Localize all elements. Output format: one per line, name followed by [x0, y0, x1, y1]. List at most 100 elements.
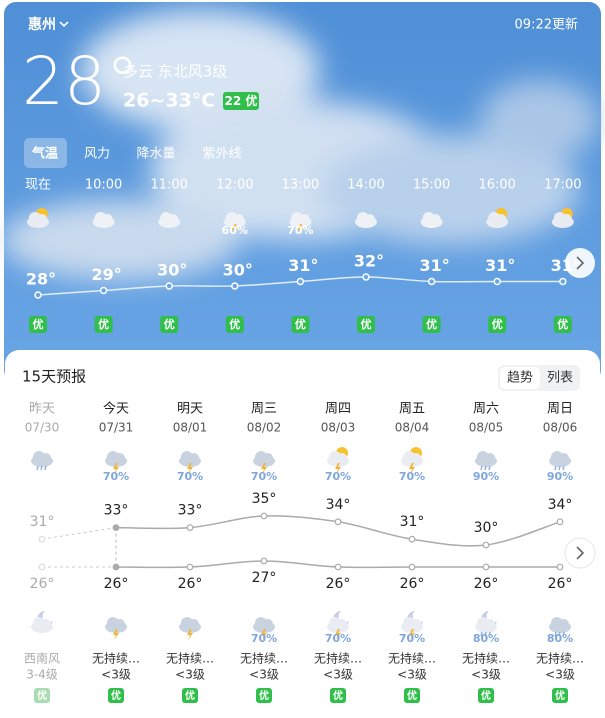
low-point [38, 563, 46, 571]
hour-temp-point [99, 286, 108, 295]
day-name: 周四 [325, 402, 351, 417]
quality-badge [357, 316, 375, 333]
icon-bolt [113, 463, 119, 474]
hour-time: 16:00 [478, 178, 515, 193]
day-date: 08/01 [173, 421, 208, 435]
quality-badge [160, 316, 179, 333]
icon-part [559, 619, 569, 629]
weather-icon [158, 212, 181, 228]
icon-part [37, 214, 47, 224]
wind-level: <3级 [471, 668, 501, 682]
wind-level: <3级 [175, 668, 205, 682]
tab[interactable]: 气温 [32, 146, 58, 162]
quality-badge [478, 688, 494, 703]
high-temp: 33° [178, 503, 203, 519]
day-name: 周六 [473, 402, 499, 417]
icon-bolt [297, 224, 304, 235]
current-temp: 28° [22, 43, 139, 120]
tab[interactable]: 紫外线 [202, 147, 241, 162]
icon-part [41, 453, 51, 463]
icon-part [411, 619, 421, 629]
icon-part [115, 619, 125, 629]
quality-badge [34, 688, 50, 703]
day-date: 07/30 [25, 421, 60, 435]
hour-temp: 31° [288, 256, 318, 275]
low-temp: 26° [30, 576, 55, 592]
quality-badge [29, 316, 47, 333]
wind: 无持续… [462, 651, 510, 666]
low-temp: 27° [252, 570, 277, 586]
high-temp: 30° [474, 520, 499, 536]
quality-badge [553, 316, 572, 333]
quality-text: 优 [481, 689, 491, 702]
daily-next-button[interactable] [564, 537, 596, 569]
day-precip: 70% [177, 470, 203, 483]
weather-icon [355, 212, 377, 228]
day-date: 08/06 [543, 421, 578, 435]
low-point [186, 563, 194, 571]
view-option[interactable]: 趋势 [507, 370, 533, 386]
day-name: 明天 [177, 402, 203, 417]
icon-bolt [409, 629, 415, 640]
quality-text: 优 [295, 317, 306, 331]
view-option[interactable]: 列表 [547, 371, 573, 386]
icon-part [559, 453, 569, 463]
icon-part [411, 453, 421, 463]
high-point [38, 535, 46, 543]
icon-drop [484, 465, 487, 471]
high-point [260, 512, 268, 520]
low-point [334, 563, 342, 571]
wind: 无持续… [388, 651, 436, 666]
icon-part [102, 214, 113, 224]
low-point [260, 557, 268, 565]
quality-text: 优 [229, 317, 240, 331]
hour-temp-point [231, 282, 239, 290]
quality-text: 优 [98, 317, 109, 331]
icon-bolt [335, 629, 341, 640]
weather-icon [179, 617, 201, 640]
icon-drop [488, 465, 491, 471]
weather-icon [253, 451, 275, 474]
quality-text: 优 [492, 317, 503, 331]
weather-icon [289, 212, 312, 235]
icon-part [299, 214, 310, 224]
high-temp: 34° [326, 497, 351, 513]
quality-text: 优 [555, 689, 565, 702]
icon-part [263, 453, 273, 463]
quality-text: 优 [33, 317, 44, 331]
hour-temp: 30° [223, 261, 253, 280]
city-chevron[interactable] [59, 21, 69, 28]
view-toggle-selected [500, 367, 540, 389]
icon-drop [554, 631, 557, 637]
quality-text: 优 [111, 689, 121, 702]
icon-drop [40, 465, 43, 471]
high-point [408, 535, 416, 543]
hour-time: 现在 [25, 178, 51, 193]
high-point [482, 541, 490, 549]
day-precip: 90% [547, 470, 573, 483]
icon-drop [562, 465, 565, 471]
wind-level: 3-4级 [26, 668, 58, 682]
hour-temp-point [165, 282, 173, 290]
day-name: 今天 [103, 401, 129, 417]
low-temp: 26° [326, 576, 351, 592]
day-name: 昨天 [29, 402, 55, 417]
weather-icon [27, 208, 49, 228]
low-point [408, 563, 416, 571]
low-temp: 26° [548, 576, 573, 592]
quality-badge [330, 688, 346, 703]
wind-level: <3级 [323, 668, 353, 682]
wind: 无持续… [240, 651, 288, 666]
hourly-next-button[interactable] [565, 248, 595, 278]
day-precip: 70% [399, 470, 425, 483]
tab[interactable]: 降水量 [136, 147, 175, 162]
hour-temp: 31° [419, 256, 449, 275]
tab[interactable]: 风力 [84, 147, 110, 162]
wind: 无持续… [92, 651, 140, 666]
city[interactable]: 惠州 [28, 16, 56, 33]
weather-icon [549, 617, 571, 637]
weather-icon [92, 212, 115, 228]
icon-bolt [187, 629, 193, 640]
icon-drop [484, 631, 487, 637]
